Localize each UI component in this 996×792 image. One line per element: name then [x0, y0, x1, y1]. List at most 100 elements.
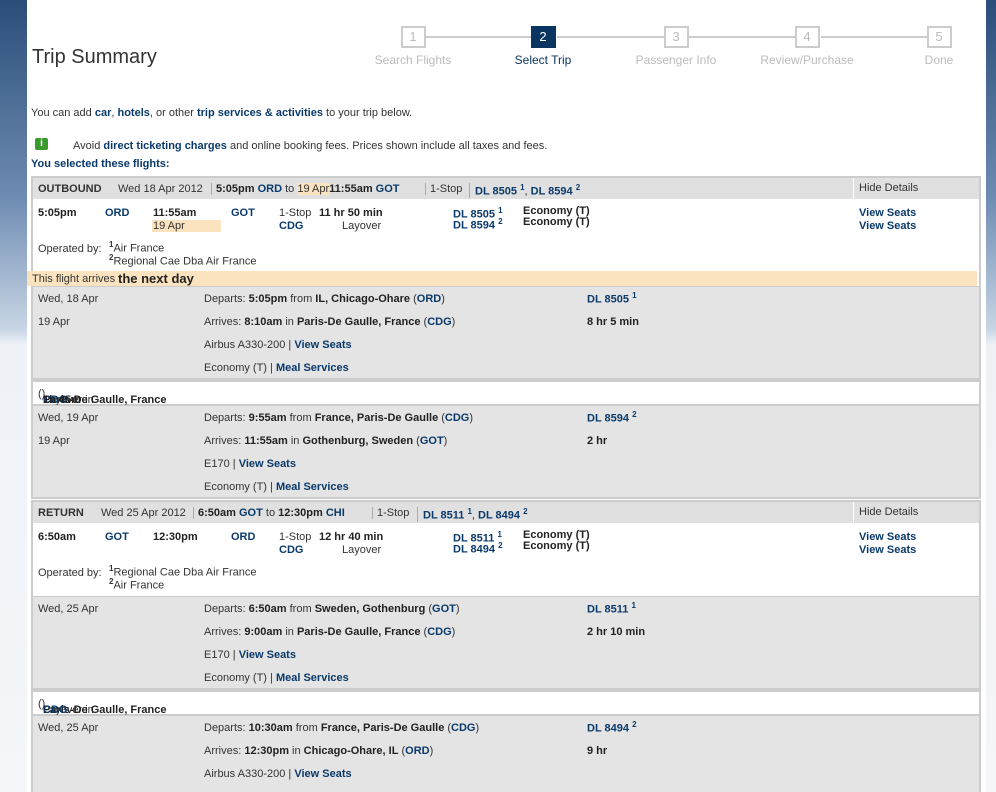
stops: 1-Stop: [279, 531, 312, 543]
separator: ,: [524, 185, 528, 198]
leg-duration: 2 hr 10 min: [587, 626, 646, 638]
return-leg-1: Wed, 25 Apr Departs: 6:50am from Sweden,…: [31, 596, 981, 690]
step-label: Done: [924, 53, 954, 67]
outbound-leg-1: Wed, 18 Apr 19 Apr Departs: 5:05pm from …: [31, 286, 981, 380]
flight-link[interactable]: DL 8494: [453, 543, 495, 556]
leg-arrives: Arrives: 9:00am in Paris-De Gaulle, Fran…: [204, 626, 456, 638]
arr-code-link[interactable]: ORD: [405, 745, 430, 757]
return-date: Wed 25 Apr 2012: [101, 507, 186, 519]
route-arr-code: GOT: [375, 183, 400, 195]
meal-services-link[interactable]: Meal Services: [275, 481, 349, 493]
footnote: 1: [520, 183, 525, 192]
notice-rest: and online booking fees. Prices shown in…: [229, 140, 548, 152]
hotels-link[interactable]: hotels: [117, 107, 150, 119]
step-label: Review/Purchase: [760, 53, 854, 67]
outbound-header: OUTBOUND Wed 18 Apr 2012 5:05pm ORD to 1…: [33, 178, 979, 199]
flight-link[interactable]: DL 8505: [453, 208, 495, 221]
route-dep-time: 5:05pm: [216, 183, 255, 195]
flight-list: DL 8494 2: [453, 541, 503, 556]
flight-link[interactable]: DL 8505: [475, 185, 517, 198]
via-code: CDG: [279, 220, 304, 232]
car-link[interactable]: car: [94, 107, 112, 119]
dep-code-link[interactable]: CDG: [451, 722, 476, 734]
route-flights: DL 8505 1, DL 8594 2: [469, 183, 580, 198]
flight-list: DL 8594 2: [453, 217, 503, 232]
hide-details-button[interactable]: Hide Details: [853, 502, 918, 523]
arr-date: 19 Apr: [152, 220, 221, 232]
leg-aircraft: Airbus A330-200 | View Seats: [204, 339, 352, 351]
leg-arrives: Arrives: 12:30pm in Chicago-Ohare, IL (O…: [204, 745, 434, 757]
leg-arrives: Arrives: 11:55am in Gothenburg, Sweden (…: [204, 435, 448, 447]
cabin-class: Economy (T): [523, 216, 590, 228]
step-connector: [821, 36, 928, 38]
trip-services-link[interactable]: trip services & activities: [196, 107, 323, 119]
meal-services-link[interactable]: Meal Services: [275, 362, 349, 374]
view-seats-link[interactable]: View Seats: [859, 531, 917, 543]
booking-notice: Avoid direct ticketing charges and onlin…: [73, 140, 547, 152]
flight-link[interactable]: DL 8594: [530, 185, 573, 198]
return-header: RETURN Wed 25 Apr 2012 6:50am GOT to 12:…: [33, 502, 979, 523]
outbound-label: OUTBOUND: [38, 183, 102, 195]
arr-code-link[interactable]: CDG: [427, 316, 452, 328]
return-leg-2: Wed, 25 Apr Departs: 10:30am from France…: [31, 715, 981, 792]
view-seats-link[interactable]: View Seats: [238, 649, 296, 661]
arr-code: GOT: [231, 207, 255, 219]
leg-flight[interactable]: DL 8511 1: [587, 601, 636, 616]
dep-code-link[interactable]: CDG: [444, 412, 470, 424]
flight-list: DL 8505 1: [453, 206, 503, 221]
dep-time: 6:50am: [38, 531, 76, 543]
step-search-flights: 1 Search Flights: [363, 26, 463, 67]
step-passenger-info: 3 Passenger Info: [626, 26, 726, 67]
total-duration: 11 hr 50 min: [319, 207, 383, 219]
layover-code-link[interactable]: CDG: [43, 394, 68, 406]
view-seats-link[interactable]: View Seats: [238, 458, 296, 470]
total-duration: 12 hr 40 min: [319, 531, 384, 543]
meal-services-link[interactable]: Meal Services: [275, 672, 349, 684]
step-select-trip: 2 Select Trip: [493, 26, 593, 67]
view-seats-link[interactable]: View Seats: [859, 207, 917, 219]
leg-arrives: Arrives: 8:10am in Paris-De Gaulle, Fran…: [204, 316, 456, 328]
dep-code-link[interactable]: ORD: [416, 293, 442, 305]
hide-details-button[interactable]: Hide Details: [853, 178, 918, 199]
leg-departs: Departs: 5:05pm from IL, Chicago-Ohare (…: [204, 293, 445, 305]
layover-code-link[interactable]: CDG: [43, 704, 68, 716]
return-label: RETURN: [38, 507, 84, 519]
flight-link[interactable]: DL 8511: [423, 509, 465, 522]
arr-code-link[interactable]: GOT: [419, 435, 444, 447]
next-day-notice: This flight arrives the next day: [27, 271, 977, 286]
cabin-class: Economy (T): [523, 205, 590, 217]
step-connector: [557, 36, 664, 38]
arr-code: ORD: [231, 531, 256, 543]
view-seats-link[interactable]: View Seats: [859, 544, 917, 556]
step-number: 5: [926, 26, 952, 48]
leg-flight[interactable]: DL 8494 2: [587, 720, 637, 735]
leg-date: Wed, 18 Apr: [38, 293, 99, 305]
route-stops: 1-Stop: [372, 507, 409, 519]
return-segment: RETURN Wed 25 Apr 2012 6:50am GOT to 12:…: [31, 500, 981, 596]
flight-link[interactable]: DL 8494: [478, 509, 521, 522]
step-number: 1: [400, 26, 426, 48]
view-seats-link[interactable]: View Seats: [859, 220, 917, 232]
route-stops: 1-Stop: [425, 183, 462, 195]
view-seats-link[interactable]: View Seats: [294, 339, 352, 351]
flight-link[interactable]: DL 8594: [453, 219, 495, 232]
dep-code-link[interactable]: GOT: [432, 603, 456, 615]
leg-duration: 2 hr: [587, 435, 608, 447]
leg-flight[interactable]: DL 8594 2: [587, 410, 637, 425]
leg-flight[interactable]: DL 8505 1: [587, 291, 637, 306]
cabin-class: Economy (T): [523, 540, 590, 552]
leg-cabin: Economy (T) | Meal Services: [204, 481, 349, 493]
leg-arr-date: 19 Apr: [38, 435, 70, 447]
intro-suffix: to your trip below.: [326, 107, 413, 119]
leg-cabin: Economy (T) | Meal Services: [204, 362, 349, 374]
step-number: 3: [663, 26, 689, 48]
footnote: 1: [498, 206, 503, 215]
arr-time: 12:30pm: [153, 531, 198, 543]
layover-word: Layover: [342, 220, 382, 232]
direct-ticketing-link[interactable]: direct ticketing charges: [103, 140, 227, 152]
arr-code-link[interactable]: CDG: [427, 626, 452, 638]
flight-link[interactable]: DL 8511: [453, 532, 495, 545]
leg-date: Wed, 25 Apr: [38, 603, 99, 615]
view-seats-link[interactable]: View Seats: [294, 768, 352, 780]
route-to: to: [285, 183, 295, 195]
